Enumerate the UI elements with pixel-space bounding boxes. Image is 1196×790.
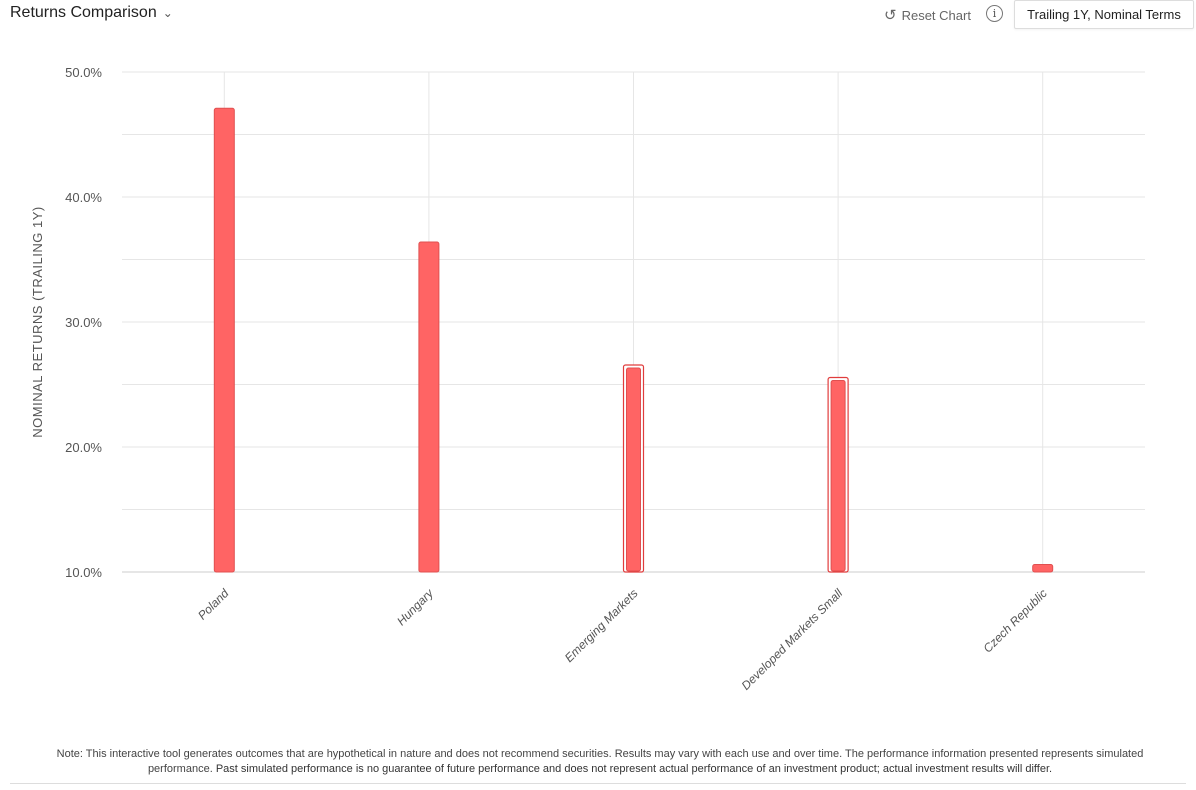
bar-poland xyxy=(213,107,235,573)
bar-hungary xyxy=(418,241,440,573)
note-text-1: Note: This interactive tool generates ou… xyxy=(56,748,1144,775)
x-tick-label: Czech Republic xyxy=(980,586,1049,655)
bar-czech-republic xyxy=(1032,564,1054,573)
info-icon[interactable]: i xyxy=(986,5,1003,22)
y-tick-label: 50.0% xyxy=(65,65,102,80)
chart-title-dropdown[interactable]: Returns Comparison ⌄ xyxy=(10,4,173,22)
bar-emerging-markets xyxy=(626,367,641,572)
disclaimer-note: Note: This interactive tool generates ou… xyxy=(40,747,1160,777)
y-tick-label: 40.0% xyxy=(65,190,102,205)
bar-chart: 10.0% 20.0% 30.0% 40.0% 50.0% NOMINAL RETURNS… xyxy=(30,65,1145,693)
y-axis-label: NOMINAL RETURNS (TRAILING 1Y) xyxy=(30,206,45,437)
timeframe-dropdown[interactable]: Trailing 1Y, Nominal Terms xyxy=(1014,0,1194,29)
reset-chart-label: Reset Chart xyxy=(901,7,971,23)
x-tick-label: Poland xyxy=(195,586,232,623)
y-tick-label: 20.0% xyxy=(65,440,102,455)
x-tick-label: Hungary xyxy=(394,586,437,629)
y-tick-label: 30.0% xyxy=(65,315,102,330)
divider xyxy=(10,783,1186,784)
chevron-down-icon: ⌄ xyxy=(162,6,173,20)
y-tick-label: 10.0% xyxy=(65,565,102,580)
x-tick-label: Developed Markets Small xyxy=(739,586,846,693)
bar-developed-markets-small xyxy=(830,380,846,572)
reset-icon: ↺ xyxy=(884,7,897,24)
reset-chart-button[interactable]: ↺ Reset Chart xyxy=(884,6,971,24)
chart-title: Returns Comparison xyxy=(10,4,157,21)
x-tick-label: Emerging Markets xyxy=(562,586,641,665)
note-text-2: Past simulated performance is no guarant… xyxy=(215,763,1053,775)
